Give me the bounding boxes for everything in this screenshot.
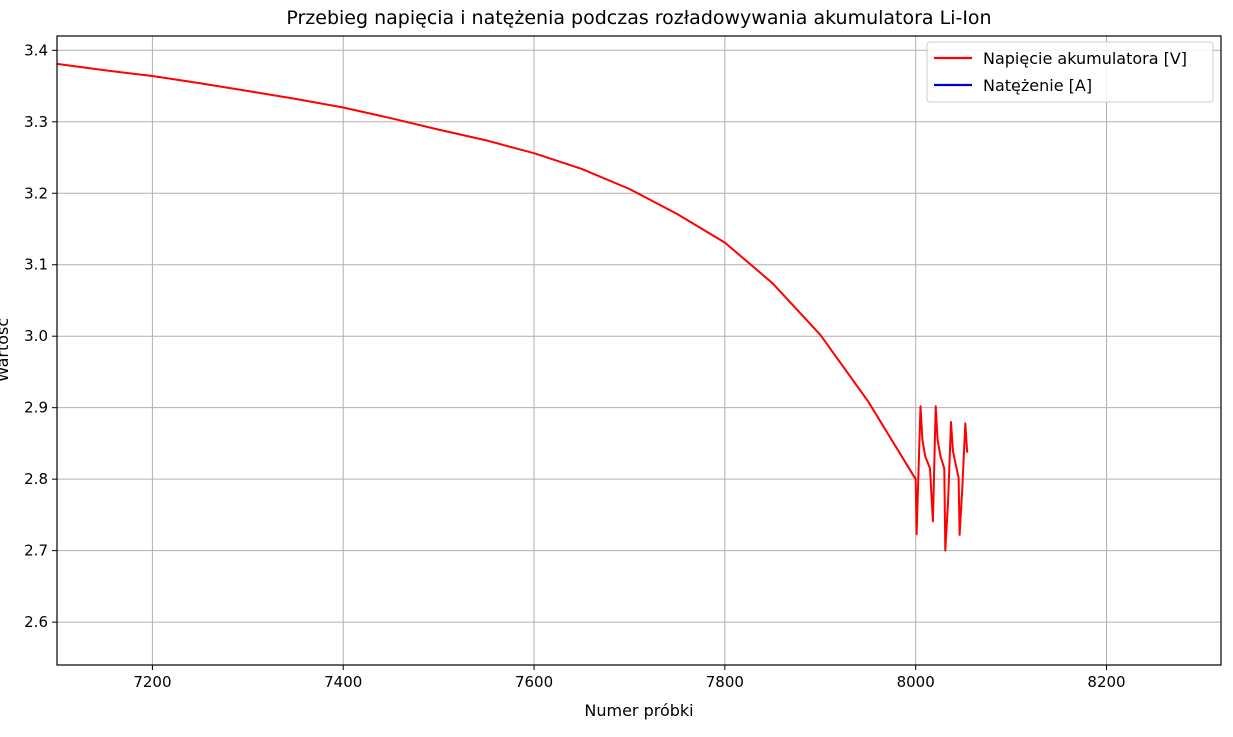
y-tick-label: 2.8 (24, 470, 48, 488)
y-tick-label: 3.2 (24, 184, 48, 202)
series-layer (56, 62, 969, 552)
series-line-voltage (56, 62, 969, 552)
x-tick-label: 7800 (706, 673, 744, 691)
chart-title: Przebieg napięcia i natężenia podczas ro… (286, 7, 991, 29)
y-tick-label: 3.4 (24, 41, 48, 59)
x-tick-label: 7600 (515, 673, 553, 691)
legend: Napięcie akumulatora [V] Natężenie [A] (926, 41, 1214, 103)
legend-box (926, 41, 1214, 103)
y-tick-label: 3.3 (24, 113, 48, 131)
y-tick-label: 2.6 (24, 613, 48, 631)
x-tick-label: 7400 (324, 673, 362, 691)
ticks: 7200 7400 7600 7800 8000 8200 2.6 2.7 2.8 2.9 3.0 3… (24, 41, 1125, 691)
y-tick-label: 2.7 (24, 542, 48, 560)
x-tick-label: 7200 (133, 673, 171, 691)
x-axis-label: Numer próbki (584, 701, 693, 720)
legend-label-current: Natężenie [A] (983, 76, 1092, 95)
plot-frame (56, 35, 1222, 666)
x-tick-label: 8200 (1087, 673, 1125, 691)
y-axis-label: Wartość (0, 318, 12, 382)
y-tick-label: 3.0 (24, 327, 48, 345)
y-tick-label: 3.1 (24, 256, 48, 274)
y-tick-label: 2.9 (24, 399, 48, 417)
grid (57, 36, 1221, 665)
legend-label-voltage: Napięcie akumulatora [V] (983, 49, 1187, 68)
x-tick-label: 8000 (897, 673, 935, 691)
